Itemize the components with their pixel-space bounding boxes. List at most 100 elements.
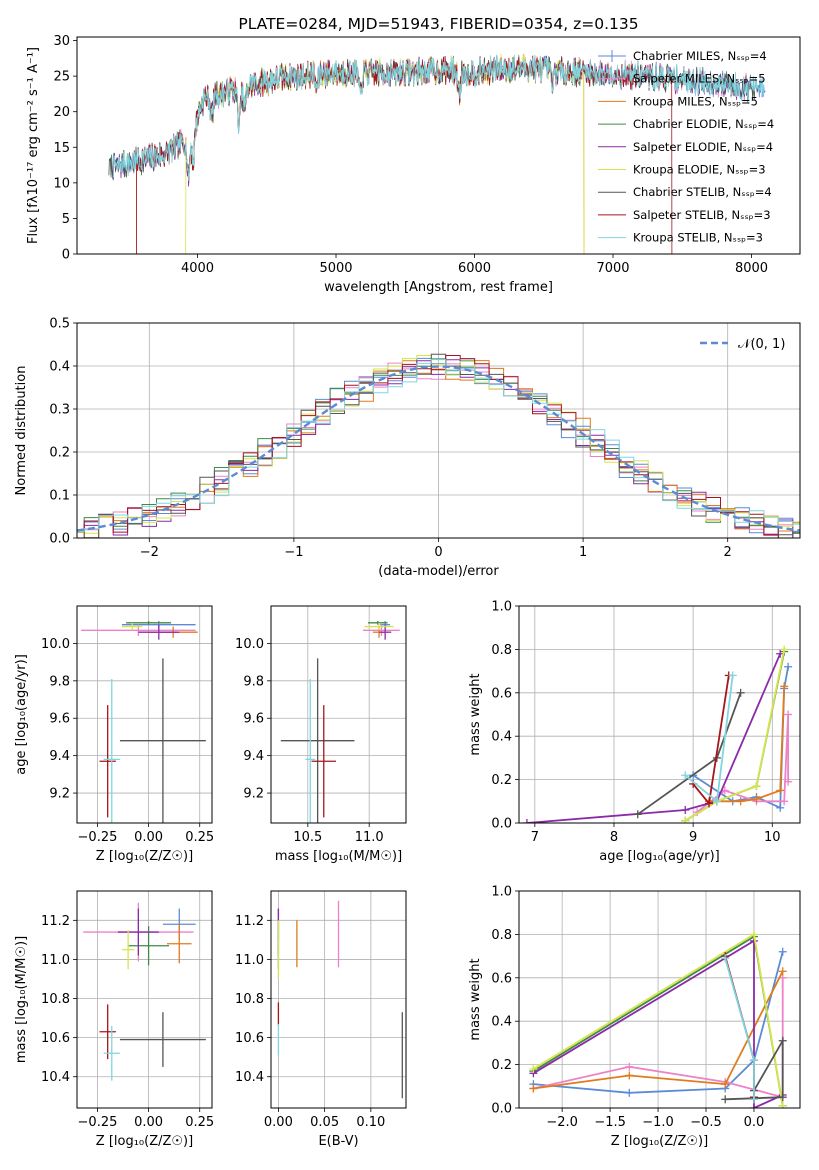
spectrum-y-tick-label: 0 [62,248,70,263]
mass-vs-z-point [99,1004,116,1060]
age-vs-z-point [122,622,143,631]
weight-vs-age-marker [780,682,789,691]
spectrum-plot-area [108,53,766,254]
spectrum-legend-label: Salpeter STELIB, Nₛₛₚ=3 [633,208,771,222]
weight-vs-z-y-tick-label: 1.0 [491,885,512,900]
weight-vs-age-y-tick-label: 0.8 [491,643,512,658]
weight-vs-age-marker [633,810,642,819]
weight-vs-z-y-axis-label: mass weight [468,958,483,1040]
residuals-frame [76,322,801,539]
age-vs-mass-point [364,622,394,631]
age-vs-mass-y-tick-label: 9.6 [243,712,264,727]
residuals-x-axis-label: (data-model)/error [378,564,499,579]
mass-vs-z-y-axis-label: mass [log₁₀(M/M☉)] [14,936,29,1063]
residuals-y-tick-label: 0.5 [49,317,70,332]
age-vs-mass-point [311,705,337,818]
mass-vs-ebv-y-tick-label: 11.2 [235,914,264,929]
age-vs-z-y-tick-label: 10.0 [41,637,70,652]
mass-vs-z-point [103,1025,120,1081]
spectrum-legend-label: Chabrier MILES, Nₛₛₚ=4 [633,49,767,63]
residuals-x-tick-label: 1 [579,545,587,560]
residuals-y-tick-label: 0.4 [49,360,70,375]
spectrum-x-tick-label: 6000 [458,261,491,276]
weight-vs-z-y-tick-label: 0.4 [491,1015,512,1030]
weight-vs-age-marker [752,782,761,791]
spectrum-legend-label: Salpeter MILES, Nₛₛₚ=5 [633,72,766,86]
residuals-y-tick-label: 0.0 [49,532,70,547]
weight-vs-z-x-tick-label: −0.5 [690,1115,722,1130]
spectrum-title: PLATE=0284, MJD=51943, FIBERID=0354, z=0… [238,15,638,33]
weight-vs-z-x-axis-label: Z [log₁₀(Z/Z☉)] [611,1134,708,1149]
mass-vs-z-point [122,930,135,970]
weight-vs-age-y-tick-label: 0.6 [491,686,512,701]
weight-vs-z-marker [749,1104,758,1108]
age-vs-mass-point [305,678,316,823]
weight-vs-age-x-tick-label: 7 [531,830,539,845]
weight-vs-z-x-tick-label: −1.0 [642,1115,674,1130]
age-vs-mass-point [280,658,355,823]
weight-vs-age-marker [728,671,737,680]
mass-vs-z-y-tick-label: 10.6 [41,1031,70,1046]
spectrum-y-tick-label: 10 [53,176,70,191]
mass-vs-ebv-plot-area [271,891,406,1108]
mass-vs-z-x-tick-label: 0.00 [134,1115,163,1130]
age-vs-mass-frame [270,605,407,824]
weight-vs-age-series-line [526,653,782,823]
spectrum-x-tick-label: 8000 [735,261,768,276]
weight-vs-age-y-tick-label: 1.0 [491,600,512,615]
spectrum-y-tick-label: 30 [53,34,70,49]
weight-vs-age-marker [681,816,690,823]
mass-vs-ebv-y-tick-label: 10.8 [235,992,264,1007]
weight-vs-age-y-axis-label: mass weight [468,673,483,755]
weight-vs-age-y-tick-label: 0.2 [491,773,512,788]
mass-vs-ebv-y-tick-label: 11.0 [235,953,264,968]
weight-vs-z-y-tick-label: 0.8 [491,928,512,943]
residuals-x-tick-label: 0 [434,545,442,560]
weight-vs-z-x-tick-label: −2.0 [546,1115,578,1130]
spectrum-legend-label: Kroupa MILES, Nₛₛₚ=5 [633,94,758,108]
weight-vs-z-x-tick-label: −1.5 [594,1115,626,1130]
weight-vs-age-marker [736,688,745,697]
weight-vs-z-y-tick-label: 0.6 [491,971,512,986]
age-vs-mass-x-tick-label: 11.0 [355,830,384,845]
weight-vs-z-marker [749,1095,758,1104]
mass-vs-ebv-frame [270,890,407,1109]
residual-histogram-series [77,359,800,532]
weight-vs-age-x-axis-label: age [log₁₀(age/yr)] [599,849,720,864]
age-vs-mass-y-tick-label: 9.8 [243,674,264,689]
weight-vs-z-y-tick-label: 0.2 [491,1058,512,1073]
weight-vs-age-series-line [684,649,786,822]
weight-vs-z-series-line [724,958,755,1100]
mass-vs-ebv-y-tick-label: 10.4 [235,1070,264,1085]
age-vs-mass-y-tick-label: 10.0 [235,637,264,652]
weight-vs-age-marker [736,797,745,806]
mass-vs-z-point [117,908,159,956]
age-vs-z-y-tick-label: 9.2 [49,787,70,802]
age-vs-z-y-tick-label: 9.6 [49,712,70,727]
age-vs-z-panel: −0.25 0.00 0.25 9.2 9.4 9.6 9.8 10.0 Z [log₁₀(Z/… [14,605,214,864]
age-vs-mass-x-tick-label: 10.5 [293,830,322,845]
weight-vs-z-marker [529,1084,538,1093]
age-vs-mass-y-tick-label: 9.4 [243,749,264,764]
mass-vs-z-y-tick-label: 11.2 [41,914,70,929]
age-vs-z-point [119,658,206,823]
weight-vs-z-marker [749,1056,758,1065]
weight-vs-age-marker [776,786,785,795]
weight-vs-z-marker [721,1095,730,1104]
weight-vs-age-marker [704,799,713,808]
weight-vs-age-x-tick-label: 9 [689,830,697,845]
weight-vs-age-marker [780,645,789,654]
weight-vs-age-marker [784,777,793,786]
mass-vs-z-y-tick-label: 10.4 [41,1070,70,1085]
spectrum-legend-label: Kroupa ELODIE, Nₛₛₚ=3 [633,163,766,177]
weight-vs-age-marker [712,797,721,806]
weight-vs-z-marker [778,1093,787,1102]
spectrum-y-tick-label: 25 [53,70,70,85]
spectrum-x-axis-label: wavelength [Angstrom, rest frame] [324,280,553,295]
spectrum-legend-label: Chabrier ELODIE, Nₛₛₚ=4 [633,117,774,131]
mass-vs-z-y-tick-label: 10.8 [41,992,70,1007]
mass-vs-z-point [119,1012,206,1067]
spectrum-y-tick-label: 5 [62,212,70,227]
residuals-y-tick-label: 0.2 [49,446,70,461]
weight-vs-z-marker [778,947,787,956]
